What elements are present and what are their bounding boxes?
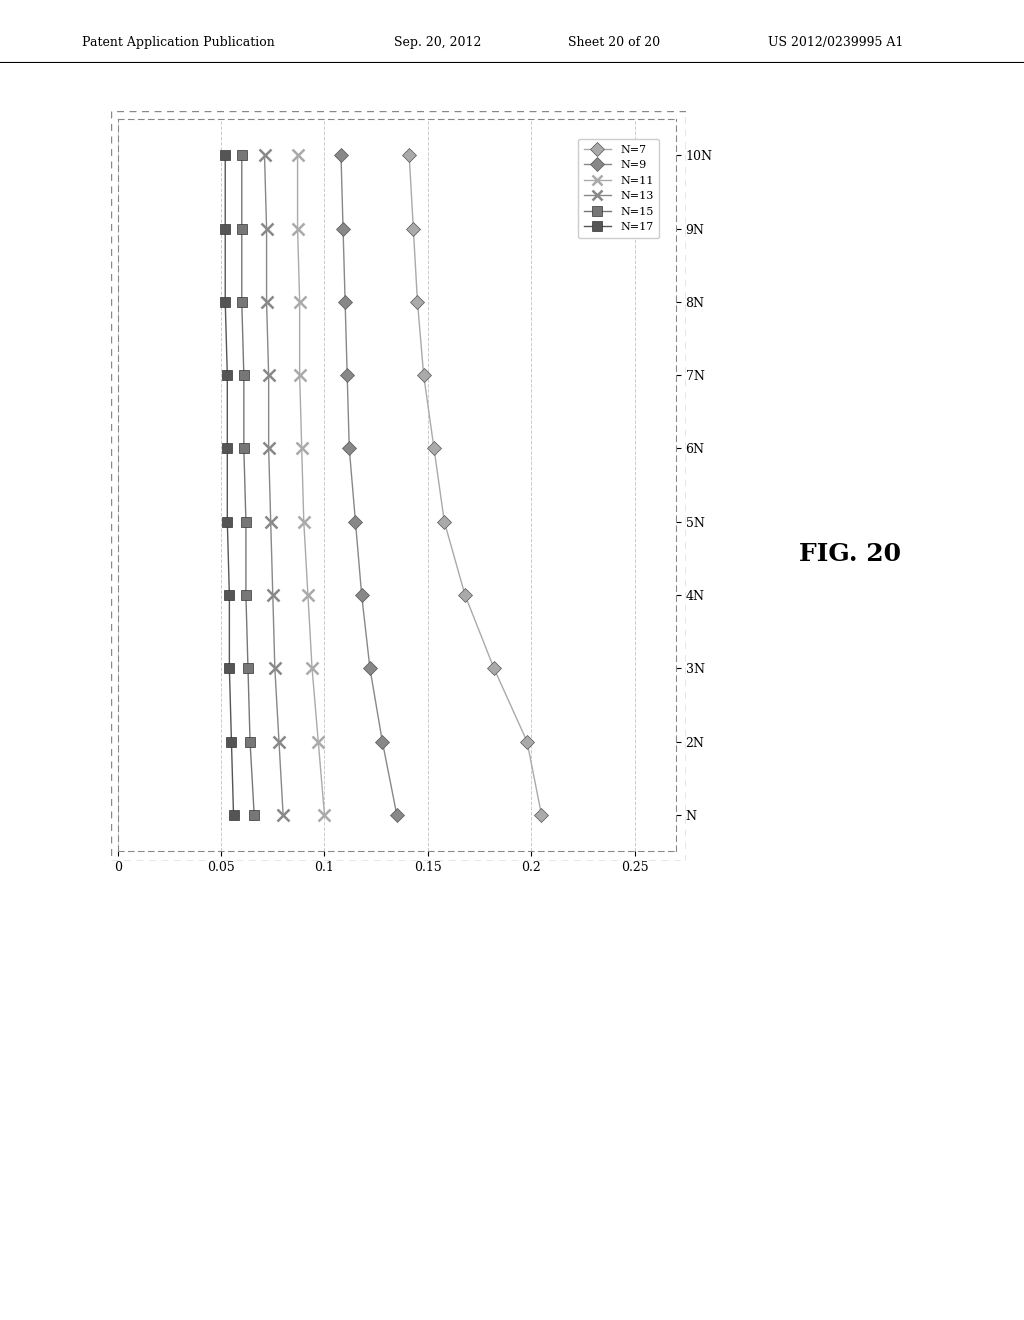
- N=13: [272, 734, 285, 750]
- N=9: [355, 587, 368, 603]
- N=13: [268, 660, 281, 676]
- Line: N=13: N=13: [259, 150, 289, 820]
- N=9: [337, 220, 349, 236]
- N=15: [240, 587, 252, 603]
- N=11: [294, 367, 306, 383]
- N=11: [302, 587, 314, 603]
- N=11: [312, 734, 325, 750]
- N=9: [391, 807, 403, 822]
- N=9: [349, 513, 361, 529]
- N=9: [376, 734, 388, 750]
- N=11: [298, 513, 310, 529]
- N=9: [343, 441, 355, 457]
- N=11: [294, 294, 306, 310]
- N=17: [221, 441, 233, 457]
- Line: N=15: N=15: [237, 150, 259, 820]
- N=13: [276, 807, 289, 822]
- N=7: [487, 660, 500, 676]
- N=11: [318, 807, 331, 822]
- N=15: [236, 294, 248, 310]
- N=7: [521, 734, 534, 750]
- N=17: [221, 513, 233, 529]
- N=9: [335, 148, 347, 164]
- Text: US 2012/0239995 A1: US 2012/0239995 A1: [768, 36, 903, 49]
- N=15: [236, 220, 248, 236]
- N=9: [364, 660, 376, 676]
- N=7: [428, 441, 440, 457]
- N=17: [223, 587, 236, 603]
- N=17: [219, 148, 231, 164]
- N=17: [221, 367, 233, 383]
- N=17: [225, 734, 238, 750]
- N=11: [306, 660, 318, 676]
- N=7: [408, 220, 420, 236]
- Line: N=9: N=9: [336, 150, 401, 820]
- N=17: [219, 294, 231, 310]
- N=13: [258, 148, 270, 164]
- N=15: [242, 660, 254, 676]
- N=7: [412, 294, 424, 310]
- N=7: [438, 513, 451, 529]
- N=15: [244, 734, 256, 750]
- N=11: [296, 441, 308, 457]
- N=7: [459, 587, 471, 603]
- N=17: [227, 807, 240, 822]
- N=11: [292, 220, 304, 236]
- Text: FIG. 20: FIG. 20: [799, 543, 901, 566]
- Text: Patent Application Publication: Patent Application Publication: [82, 36, 274, 49]
- Line: N=17: N=17: [220, 150, 239, 820]
- Text: Sheet 20 of 20: Sheet 20 of 20: [568, 36, 660, 49]
- N=17: [219, 220, 231, 236]
- N=13: [260, 220, 272, 236]
- N=9: [341, 367, 353, 383]
- N=11: [292, 148, 304, 164]
- N=15: [238, 441, 250, 457]
- N=17: [223, 660, 236, 676]
- Legend: N=7, N=9, N=11, N=13, N=15, N=17: N=7, N=9, N=11, N=13, N=15, N=17: [578, 139, 659, 238]
- N=15: [238, 367, 250, 383]
- N=7: [403, 148, 416, 164]
- N=13: [266, 587, 279, 603]
- N=13: [260, 294, 272, 310]
- N=7: [536, 807, 548, 822]
- Line: N=11: N=11: [292, 150, 330, 820]
- N=13: [262, 367, 274, 383]
- Text: Sep. 20, 2012: Sep. 20, 2012: [394, 36, 481, 49]
- N=9: [339, 294, 351, 310]
- Line: N=7: N=7: [404, 150, 547, 820]
- N=13: [262, 441, 274, 457]
- N=13: [264, 513, 276, 529]
- N=15: [236, 148, 248, 164]
- N=15: [248, 807, 260, 822]
- N=15: [240, 513, 252, 529]
- N=7: [418, 367, 430, 383]
